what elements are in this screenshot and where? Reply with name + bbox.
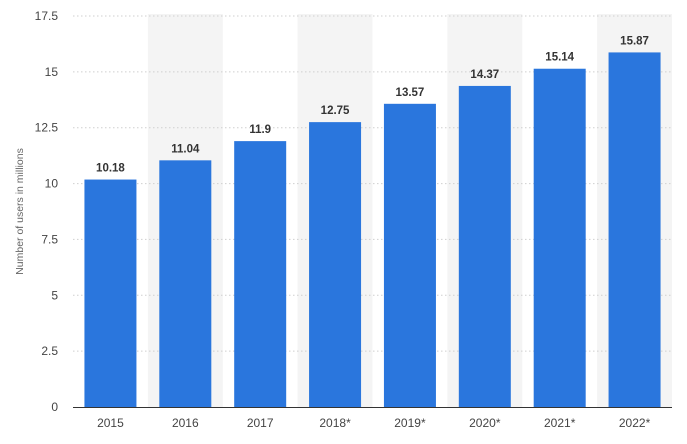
x-axis-ticks: 2015 2016 2017 2018* 2019* 2020* 2021* 2022*	[97, 416, 650, 430]
x-tick-label: 2019*	[394, 416, 426, 430]
y-tick-label: 5	[51, 288, 58, 302]
bar-2016	[159, 160, 212, 407]
bar-2020	[458, 85, 511, 408]
value-label: 10.18	[96, 163, 125, 175]
bar-2021	[533, 68, 586, 408]
y-tick-label: 15	[45, 65, 59, 79]
bar-2015	[84, 179, 137, 407]
x-tick-label: 2018*	[319, 416, 351, 430]
bar-2018	[309, 122, 362, 407]
value-label: 11.9	[249, 124, 271, 136]
y-tick-label: 10	[45, 177, 59, 191]
bar-2022	[608, 52, 661, 408]
y-tick-label: 0	[51, 400, 58, 414]
y-tick-label: 17.5	[35, 9, 59, 23]
bar-2019	[383, 103, 436, 407]
value-label: 13.57	[396, 87, 425, 99]
bar-2017	[234, 141, 287, 407]
value-label: 11.04	[171, 143, 200, 155]
x-tick-label: 2015	[97, 416, 124, 430]
value-label: 15.87	[620, 35, 649, 47]
value-labels: 10.18 11.04 11.9 12.75 13.57 14.37 15.14 15.87	[96, 35, 649, 174]
x-tick-label: 2021*	[544, 416, 576, 430]
x-tick-label: 2022*	[619, 416, 651, 430]
y-axis-title: Number of users in millions	[14, 148, 26, 275]
y-tick-label: 7.5	[41, 232, 58, 246]
x-tick-label: 2016	[172, 416, 199, 430]
bars	[84, 52, 661, 408]
x-tick-label: 2020*	[469, 416, 501, 430]
x-tick-label: 2017	[247, 416, 274, 430]
value-label: 14.37	[470, 69, 499, 81]
y-tick-label: 2.5	[41, 344, 58, 358]
value-label: 12.75	[321, 105, 350, 117]
y-tick-label: 12.5	[35, 121, 59, 135]
value-label: 15.14	[545, 52, 574, 64]
y-axis-ticks: 0 2.5 5 7.5 10 12.5 15 17.5	[35, 9, 59, 414]
